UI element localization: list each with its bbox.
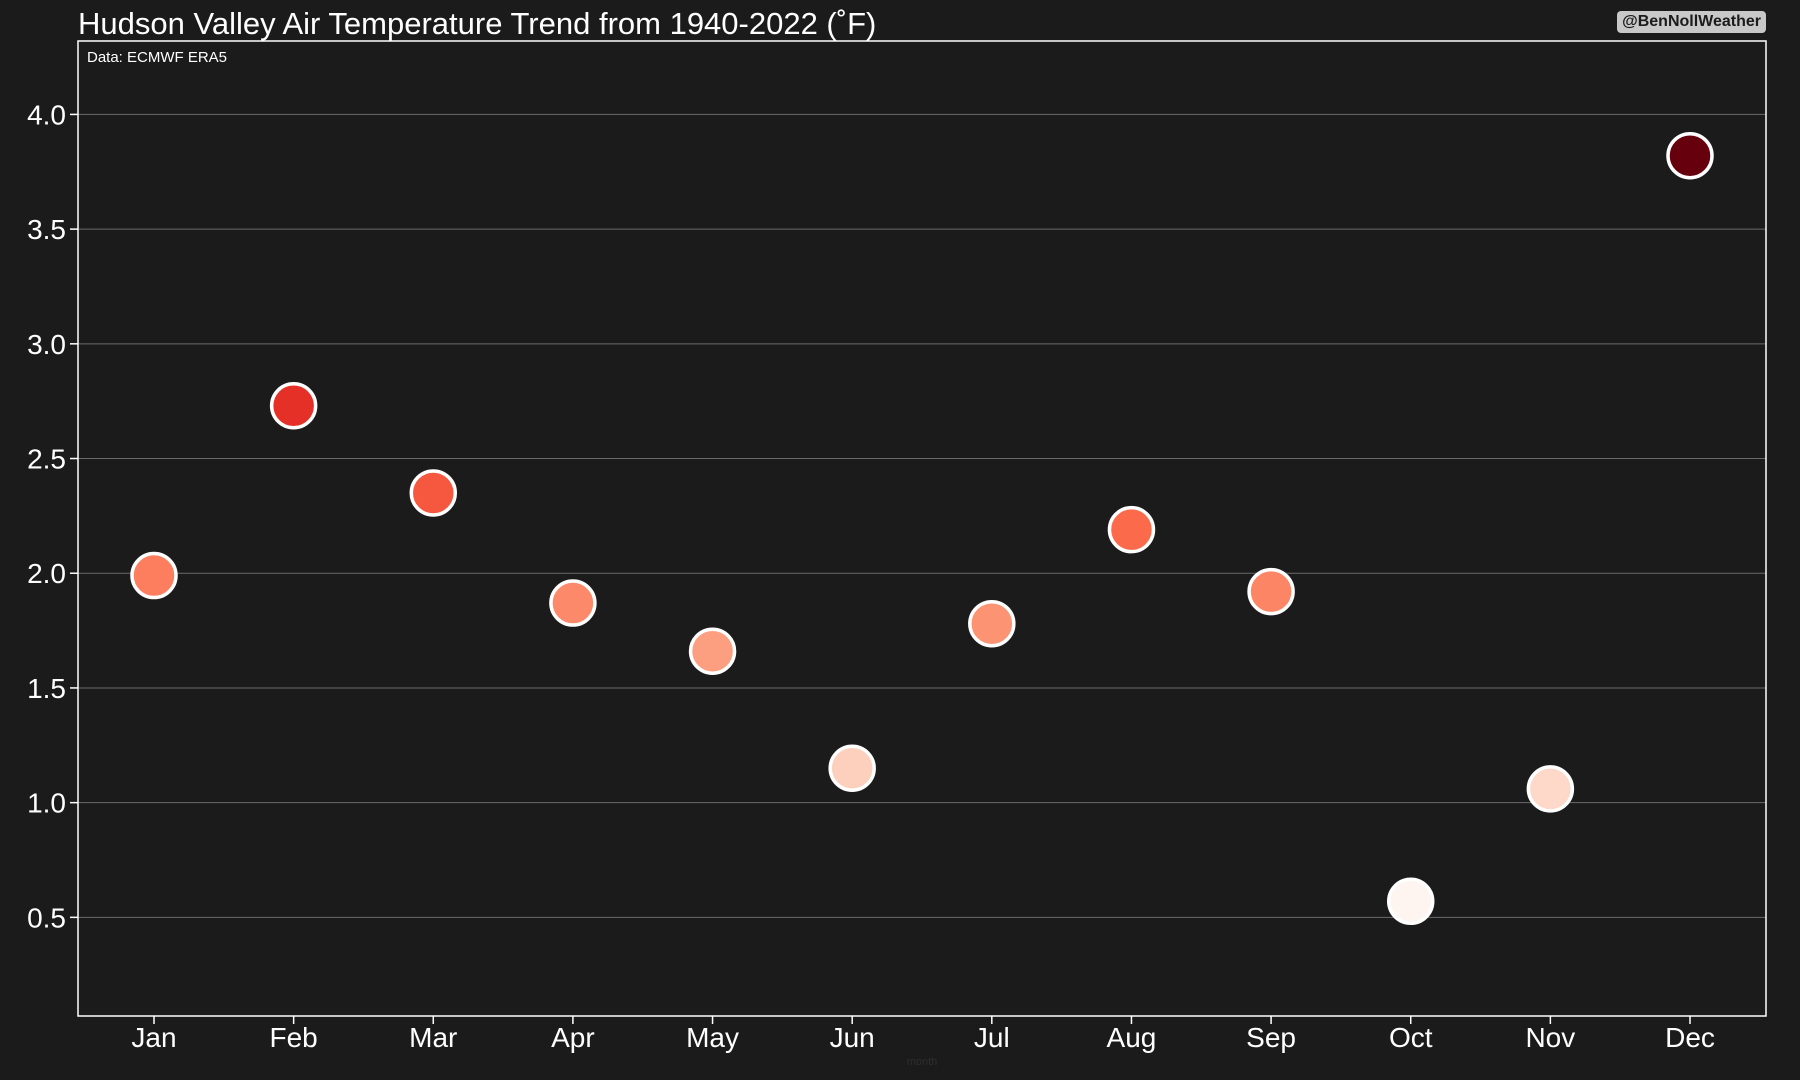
plot-frame	[77, 40, 1767, 1017]
y-axis-ticks: 0.5 1.0 1.5 2.0 2.5 3.0 3.5 4.0	[27, 99, 78, 933]
x-tick-label-apr: Apr	[551, 1022, 595, 1053]
data-point-apr	[549, 579, 597, 627]
source-note: Data: ECMWF ERA5	[87, 49, 227, 66]
data-point-jan	[130, 551, 178, 600]
data-point-sep	[1247, 567, 1295, 616]
x-tick-label-feb: Feb	[270, 1022, 318, 1053]
x-tick-label-oct: Oct	[1389, 1022, 1433, 1053]
y-tick-label: 0.5	[27, 902, 66, 933]
y-tick-label: 1.0	[27, 788, 66, 819]
x-tick-label-jan: Jan	[131, 1022, 176, 1053]
x-tick-label-nov: Nov	[1525, 1022, 1575, 1053]
x-tick-label-sep: Sep	[1246, 1022, 1296, 1053]
data-point-may	[688, 627, 737, 675]
x-axis-label: month	[907, 1056, 938, 1068]
y-tick-label: 3.5	[27, 214, 66, 245]
y-tick-label: 3.0	[27, 329, 66, 360]
data-point-jul	[968, 599, 1016, 648]
data-point-aug	[1107, 505, 1156, 554]
data-point-dec	[1666, 131, 1714, 180]
x-tick-label-aug: Aug	[1107, 1022, 1157, 1053]
y-tick-label: 2.5	[27, 444, 66, 475]
data-point-jun	[828, 744, 876, 792]
y-tick-label: 2.0	[27, 558, 66, 589]
x-tick-label-jun: Jun	[830, 1022, 875, 1053]
x-axis-ticks: Jan Feb Mar Apr May Jun Jul Aug Sep Oct Nov Dec	[131, 1016, 1715, 1053]
data-point-feb	[269, 382, 318, 430]
x-tick-label-dec: Dec	[1665, 1022, 1715, 1053]
x-tick-label-jul: Jul	[974, 1022, 1010, 1053]
x-tick-label-may: May	[686, 1022, 739, 1053]
data-point-nov	[1526, 765, 1575, 813]
y-tick-label: 4.0	[27, 99, 66, 130]
chart-title: Hudson Valley Air Temperature Trend from…	[78, 6, 877, 41]
data-point-oct	[1386, 877, 1435, 926]
y-tick-label: 1.5	[27, 673, 66, 704]
x-tick-label-mar: Mar	[409, 1022, 457, 1053]
data-points	[130, 131, 1714, 926]
gridlines	[78, 113, 1766, 918]
data-point-mar	[409, 469, 458, 517]
credit-badge: @BenNollWeather	[1617, 11, 1766, 33]
